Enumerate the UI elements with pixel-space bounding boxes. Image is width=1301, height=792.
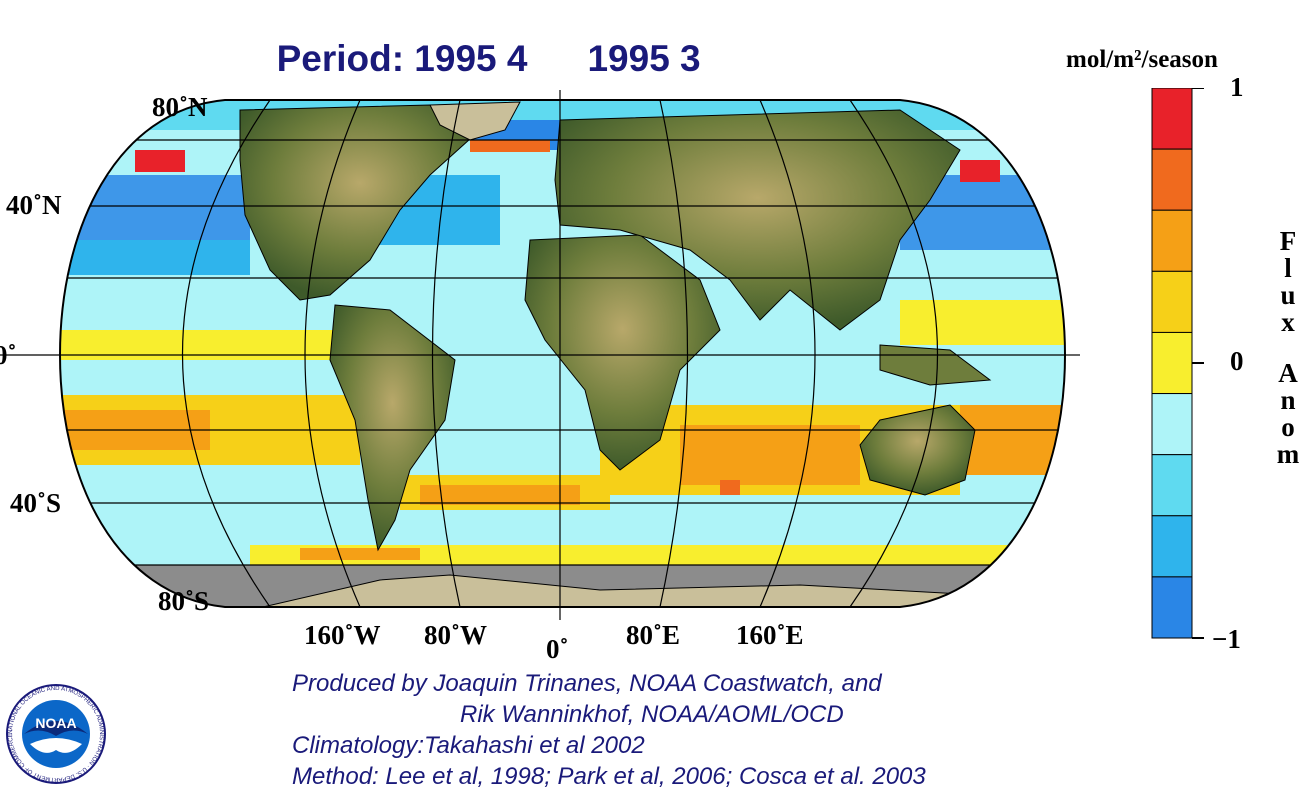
lat-label-80n: 80˚N xyxy=(152,92,208,122)
axis-title-letter: m xyxy=(1276,439,1300,469)
axis-title-letter: u xyxy=(1280,280,1296,310)
lon-label-80w: 80˚W xyxy=(424,620,487,650)
lat-label-40s: 40˚S xyxy=(10,488,62,518)
land-layer xyxy=(239,101,1002,607)
graticule xyxy=(60,100,1065,607)
colorbar-swatch xyxy=(1151,270,1193,333)
lon-label-160e: 160˚E xyxy=(736,620,804,650)
lon-label-80e: 80˚E xyxy=(626,620,680,650)
colorbar-swatch xyxy=(1151,148,1193,211)
lat-label-0: 0˚ xyxy=(0,340,17,370)
lon-label-160w: 160˚W xyxy=(304,620,381,650)
map-title: Period: 1995 4 1995 3 xyxy=(256,0,761,80)
world-flux-map xyxy=(0,90,1080,620)
colorbar-swatch xyxy=(1151,209,1193,272)
credit-line-1: Produced by Joaquin Trinanes, NOAA Coast… xyxy=(292,670,882,697)
lon-label-0: 0˚ xyxy=(546,634,569,664)
noaa-logo: NATIONAL OCEANIC AND ATMOSPHERIC ADMINIS… xyxy=(6,684,106,784)
credit-line-3: Climatology:Takahashi et al 2002 xyxy=(292,732,645,759)
colorbar-swatch xyxy=(1151,515,1193,578)
credit-line-4: Method: Lee et al, 1998; Park et al, 200… xyxy=(292,763,926,790)
axis-title-letter: A xyxy=(1278,358,1298,388)
axis-title-letter: x xyxy=(1281,307,1295,337)
axis-title-letter: l xyxy=(1284,253,1292,283)
colorbar-swatch xyxy=(1151,576,1193,639)
axis-title-letter: F xyxy=(1279,226,1297,256)
colorbar xyxy=(1151,88,1204,639)
colorbar-swatch xyxy=(1151,331,1193,395)
credit-line-2: Rik Wanninkhof, NOAA/AOML/OCD xyxy=(460,701,844,728)
colorbar-swatch xyxy=(1151,88,1193,150)
lat-label-40n: 40˚N xyxy=(6,190,62,220)
axis-title-letter: n xyxy=(1280,385,1296,415)
credits: Produced by Joaquin Trinanes, NOAA Coast… xyxy=(292,668,926,792)
colorbar-swatch xyxy=(1151,454,1193,517)
lat-label-80s: 80˚S xyxy=(158,586,210,616)
axis-ticks xyxy=(0,90,1080,620)
noaa-logo-text: NOAA xyxy=(35,715,76,731)
title-period-2: 1995 3 xyxy=(587,38,701,79)
colorbar-max-label: 1 xyxy=(1230,72,1244,102)
axis-title-letter: o xyxy=(1281,412,1295,442)
colorbar-min-label: −1 xyxy=(1212,624,1241,654)
colorbar-mid-label: 0 xyxy=(1230,346,1244,376)
title-period: Period: 1995 4 xyxy=(276,38,528,79)
colorbar-swatch xyxy=(1151,393,1193,456)
colorbar-units: mol/m²/season xyxy=(1066,46,1218,73)
